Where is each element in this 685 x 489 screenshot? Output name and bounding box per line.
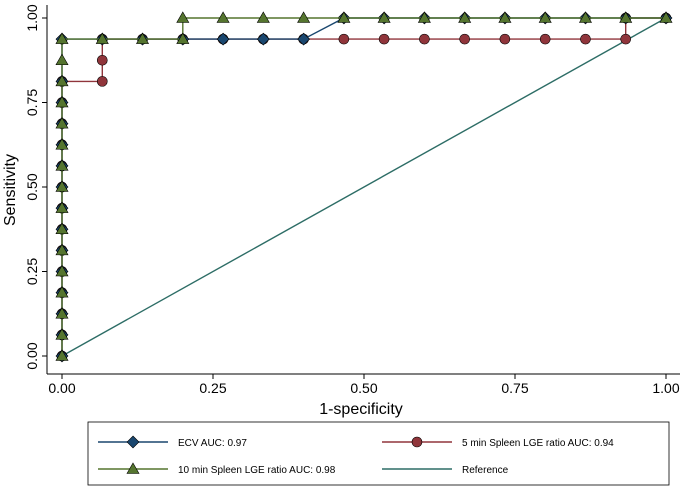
data-point — [297, 32, 311, 46]
data-point — [580, 33, 591, 45]
data-point — [659, 11, 673, 23]
x-tick-label: 0.75 — [501, 380, 528, 396]
data-point — [619, 11, 633, 23]
data-point — [297, 11, 311, 23]
legend-marker — [126, 435, 140, 449]
data-point — [96, 76, 108, 87]
series-3 — [61, 17, 667, 357]
data-point — [417, 11, 431, 23]
data-point — [538, 11, 552, 23]
data-point — [458, 11, 472, 23]
data-point — [55, 95, 69, 108]
legend-entry: 5 min Spleen LGE ratio AUC: 0.94 — [382, 436, 614, 449]
x-tick-label: 1.00 — [652, 380, 679, 396]
data-point — [55, 32, 69, 44]
legend-marker — [126, 462, 140, 474]
axes — [42, 5, 680, 379]
legend-marker — [411, 436, 423, 448]
x-axis-title: 1-specificity — [319, 401, 403, 418]
legend-label: ECV AUC: 0.97 — [178, 438, 247, 449]
data-point — [55, 117, 69, 129]
series-line — [61, 17, 667, 357]
data-point — [256, 11, 270, 23]
x-tick-label: 0.25 — [199, 380, 226, 396]
data-point — [419, 33, 430, 45]
data-point — [135, 32, 150, 44]
data-point — [55, 349, 69, 361]
y-axis-title: Sensitivity — [2, 154, 19, 226]
data-point — [338, 33, 350, 45]
data-point — [55, 286, 69, 298]
data-point — [498, 11, 512, 23]
legend-label: Reference — [462, 465, 509, 476]
x-tick-label: 0.50 — [350, 380, 377, 396]
y-tick-label: 0.75 — [24, 89, 40, 116]
y-tick-label: 0.00 — [24, 342, 40, 369]
data-point — [256, 32, 270, 46]
data-point — [55, 201, 69, 213]
data-point — [176, 32, 190, 44]
data-point — [578, 11, 593, 23]
data-point — [55, 138, 69, 150]
plot-area — [47, 5, 680, 374]
data-point — [55, 328, 69, 340]
legend-entry: Reference — [382, 465, 509, 476]
plot-background — [47, 5, 680, 374]
data-point — [539, 33, 551, 45]
data-point — [216, 32, 230, 46]
data-point — [55, 180, 69, 192]
legend-label: 5 min Spleen LGE ratio AUC: 0.94 — [462, 438, 614, 449]
data-point — [55, 307, 69, 319]
legend: ECV AUC: 0.97 5 min Spleen LGE ratio AUC:… — [87, 421, 670, 486]
data-point — [459, 33, 470, 45]
data-point — [95, 32, 109, 44]
y-tick-label: 1.00 — [24, 4, 40, 31]
series-2 — [55, 11, 673, 361]
reference-layer — [61, 17, 667, 357]
x-tick-label: 0.00 — [48, 380, 75, 396]
legend-entry: ECV AUC: 0.97 — [98, 435, 247, 449]
data-point — [55, 222, 69, 235]
data-point — [55, 159, 69, 171]
data-point — [377, 11, 391, 23]
data-point — [176, 11, 190, 23]
data-point — [55, 243, 69, 256]
data-point — [55, 53, 69, 66]
data-point — [96, 54, 108, 66]
series-layer — [55, 11, 673, 363]
data-point — [55, 74, 69, 87]
y-tick-label: 0.25 — [24, 258, 40, 285]
legend-entry: 10 min Spleen LGE ratio AUC: 0.98 — [98, 462, 336, 476]
tick-labels: 0.00 0.25 0.50 0.75 1.00 0.00 0.25 0.50 0.75 1.00 — [24, 4, 680, 396]
data-point — [55, 264, 69, 277]
data-point — [378, 33, 390, 45]
legend-box — [87, 421, 670, 486]
data-point — [216, 11, 230, 23]
data-point — [499, 33, 511, 45]
legend-label: 10 min Spleen LGE ratio AUC: 0.98 — [178, 465, 336, 476]
data-point — [337, 11, 351, 23]
data-point — [620, 33, 632, 45]
y-tick-label: 0.50 — [24, 173, 40, 200]
